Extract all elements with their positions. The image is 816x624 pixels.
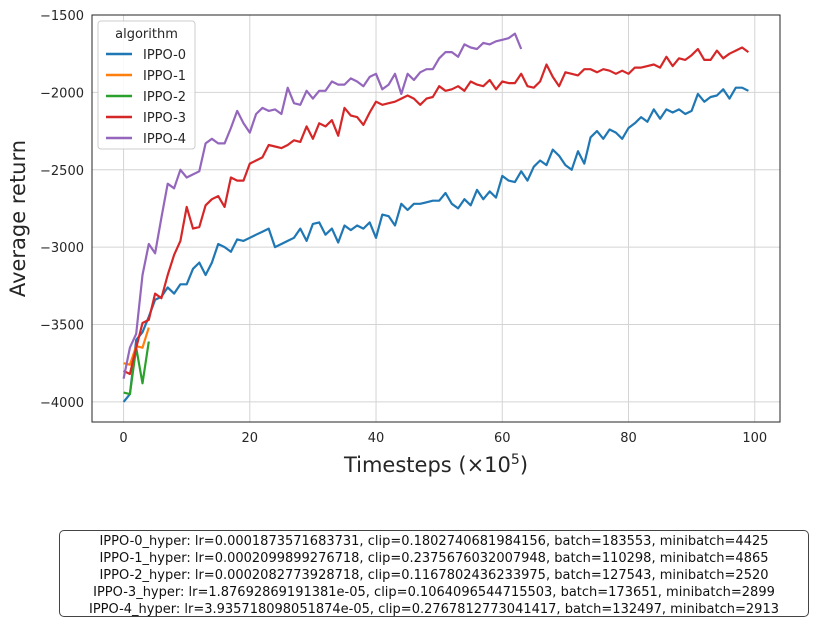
legend-label-ippo-3: IPPO-3	[143, 111, 186, 126]
series-line-ippo-3	[123, 46, 750, 376]
series-line-ippo-0	[122, 86, 749, 403]
legend-label-ippo-0: IPPO-0	[143, 48, 186, 63]
x-tick-label: 60	[494, 431, 511, 446]
x-tick-label: 20	[242, 431, 259, 446]
x-tick-label: 40	[368, 431, 385, 446]
hyper-line-ippo-4: IPPO-4_hyper: lr=3.935718098051874e-05, …	[88, 602, 779, 617]
y-tick-label: −4000	[40, 396, 84, 411]
legend-label-ippo-4: IPPO-4	[143, 132, 186, 147]
legend-title: algorithm	[115, 27, 178, 42]
hyperparameter-box: IPPO-0_hyper: lr=0.0001873571683731, cli…	[59, 530, 809, 617]
x-axis-label: Timesteps (×105)	[343, 452, 528, 477]
legend: algorithm IPPO-0 IPPO-1 IPPO-2 IPPO-3 IPPO-4	[97, 20, 196, 150]
hyper-line-ippo-3: IPPO-3_hyper: lr=1.87692869191381e-05, c…	[93, 585, 775, 600]
legend-label-ippo-1: IPPO-1	[143, 69, 186, 84]
plot-frame	[91, 14, 781, 423]
line-chart: 0 20 40 60 80 100 −4000 −3500 −3000 −2500 −2000 −15…	[6, 9, 781, 477]
x-tick-label: 0	[119, 431, 127, 446]
y-tick-label: −3500	[40, 319, 84, 334]
x-tick-label: 80	[620, 431, 637, 446]
y-tick-label: −2500	[40, 164, 84, 179]
series-lines	[122, 32, 750, 403]
legend-label-ippo-2: IPPO-2	[143, 90, 186, 105]
axis-ticks: 0 20 40 60 80 100 −4000 −3500 −3000 −2500 −2000 −15…	[40, 9, 767, 446]
y-tick-label: −1500	[40, 9, 84, 24]
series-line-ippo-4	[122, 32, 523, 379]
hyper-line-ippo-1: IPPO-1_hyper: lr=0.0002099899276718, cli…	[99, 551, 769, 566]
x-tick-label: 100	[742, 431, 767, 446]
y-axis-label: Average return	[6, 140, 30, 297]
hyper-line-ippo-2: IPPO-2_hyper: lr=0.0002082773928718, cli…	[99, 568, 769, 583]
y-tick-label: −3000	[40, 241, 84, 256]
hyper-line-ippo-0: IPPO-0_hyper: lr=0.0001873571683731, cli…	[99, 534, 769, 549]
y-tick-label: −2000	[40, 86, 84, 101]
